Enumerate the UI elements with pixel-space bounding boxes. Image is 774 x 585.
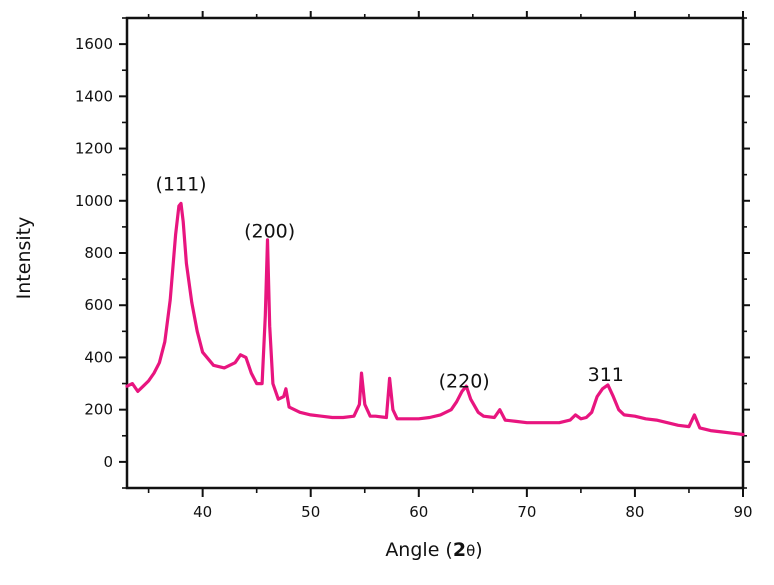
x-tick-label: 60 [409, 503, 428, 521]
y-axis-title: Intensity [13, 217, 35, 300]
x-tick-label: 90 [733, 503, 752, 521]
x-axis-ticks: 40 50 60 70 80 90 [147, 11, 753, 521]
y-tick-label: 600 [84, 296, 113, 314]
y-axis-ticks: 0 200 400 600 800 1000 1200 1400 1600 [75, 17, 750, 489]
series-line [125, 201, 745, 437]
x-tick-label: 70 [517, 503, 536, 521]
peak-label: (111) [155, 173, 206, 195]
peak-label: (220) [439, 370, 490, 392]
y-tick-label: 400 [84, 348, 113, 366]
x-axis-title-prefix: Angle ( [385, 539, 453, 561]
x-axis-title-bold: 2 [453, 539, 466, 561]
x-axis-title-suffix: ) [475, 539, 482, 561]
y-tick-label: 1000 [75, 192, 113, 210]
y-tick-label: 0 [103, 453, 113, 471]
x-tick-label: 40 [193, 503, 212, 521]
x-tick-label: 50 [301, 503, 320, 521]
x-tick-label: 80 [625, 503, 644, 521]
x-axis-title: Angle (2θ) [385, 539, 482, 561]
series-group [125, 201, 745, 437]
y-tick-label: 1200 [75, 140, 113, 158]
peak-label: 311 [588, 364, 624, 386]
y-tick-label: 200 [84, 401, 113, 419]
y-tick-label: 1400 [75, 87, 113, 105]
peak-annotations: (111) (200) (220) 311 [155, 173, 623, 392]
peak-label: (200) [244, 220, 295, 242]
y-tick-label: 1600 [75, 35, 113, 53]
y-tick-label: 800 [84, 244, 113, 262]
x-axis-title-theta: θ [466, 542, 475, 560]
